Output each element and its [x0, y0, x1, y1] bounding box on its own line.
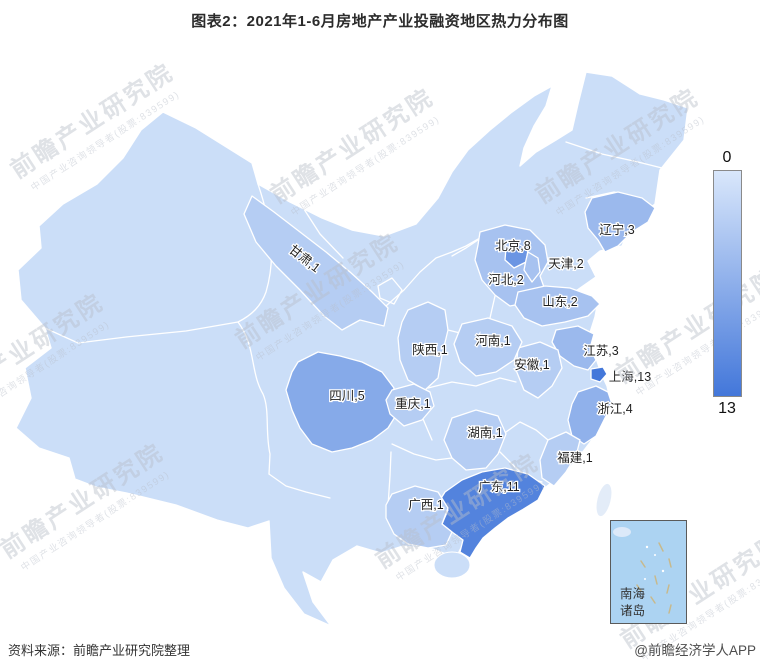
province-label: 广西,1: [408, 498, 443, 512]
province-label: 四川,5: [329, 389, 364, 403]
province-label: 湖南,1: [467, 425, 502, 440]
province-label: 北京,8: [495, 239, 530, 253]
province-fujian: [539, 431, 581, 487]
province-henan: [453, 317, 523, 377]
province-liaoning: [584, 191, 656, 253]
province-gansu: [243, 195, 389, 331]
province-label: 上海,13: [609, 369, 651, 384]
province-zhejiang: [567, 385, 613, 445]
province-label: 江苏,3: [583, 343, 618, 358]
province-label: 陕西,1: [412, 342, 447, 357]
province-label: 安徽,1: [514, 357, 549, 372]
province-label: 浙江,4: [597, 401, 632, 416]
province-anhui: [515, 341, 563, 399]
province-chongqing: [385, 383, 435, 427]
legend-min-label: 0: [722, 149, 732, 166]
province-shaanxi: [397, 301, 449, 391]
province-tianjin: [523, 251, 541, 283]
province-shanghai: [590, 366, 608, 383]
legend-max-label: 13: [718, 400, 736, 417]
credit-note: @前瞻经济学人APP: [634, 643, 756, 658]
source-note: 资料来源：前瞻产业研究院整理: [8, 643, 191, 658]
province-label: 福建,1: [557, 450, 592, 465]
province-label: 广东,11: [478, 480, 519, 494]
province-label: 天津,2: [548, 257, 583, 271]
province-label: 山东,2: [542, 295, 577, 309]
province-guangxi: [385, 485, 453, 549]
inset-islands: [613, 527, 672, 614]
province-sichuan: [285, 351, 399, 453]
legend-gradient-bar: [712, 170, 742, 397]
chart-title: 图表2：2021年1-6月房地产产业投融资地区热力分布图: [191, 13, 569, 30]
taiwan-island: [595, 482, 613, 518]
province-label: 河北,2: [488, 273, 523, 287]
province-shandong: [514, 285, 601, 327]
province-hunan: [443, 409, 507, 471]
inset-label: 南海诸岛: [620, 587, 646, 619]
province-label: 河南,1: [475, 333, 510, 348]
province-label: 辽宁,3: [599, 222, 634, 237]
province-label: 重庆,1: [395, 396, 430, 411]
south-china-sea-inset: 南海诸岛: [610, 520, 687, 624]
legend: 0 13: [707, 149, 747, 418]
hainan-island: [433, 551, 471, 579]
